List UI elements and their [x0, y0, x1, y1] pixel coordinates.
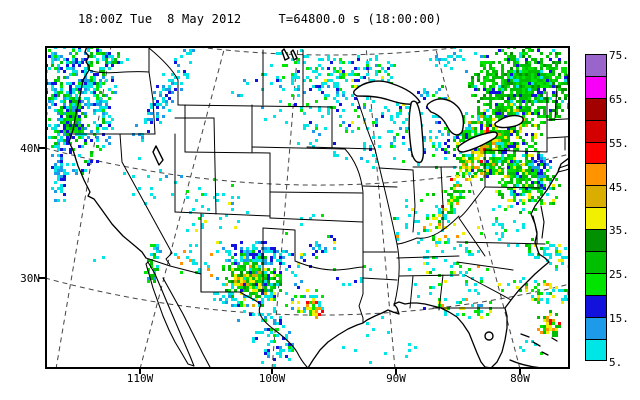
lon-label-100w: 100W	[258, 372, 286, 385]
lat-tick-30n	[39, 277, 45, 279]
meridian-110w	[140, 48, 225, 367]
lon-label-110w: 110W	[126, 372, 154, 385]
colorbar-cell-yellow	[585, 207, 607, 231]
plot-title: 18:00Z Tue 8 May 2012 T=64800.0 s (18:00…	[78, 12, 442, 26]
great-salt-lake	[152, 145, 164, 166]
colorbar-tick-5: 5.	[609, 356, 623, 370]
parallel-50n	[202, 48, 458, 56]
colorbar-cell-cyan	[585, 338, 607, 362]
coast-gulf	[307, 301, 489, 367]
colorbar-tick-75: 75.	[609, 49, 629, 62]
coast-long-island	[557, 164, 568, 173]
map-canvas	[47, 48, 568, 367]
lake-superior	[353, 80, 421, 105]
colorbar	[585, 54, 607, 362]
parallel-30n	[47, 278, 568, 316]
colorbar-cell-magenta	[585, 75, 607, 99]
coast-mexico-gulf-of-california	[162, 277, 211, 367]
colorbar-cell-dblue	[585, 316, 607, 340]
bahamas	[520, 333, 558, 356]
lake-erie	[457, 131, 498, 153]
basemap-outlines	[68, 48, 568, 367]
colorbar-cell-blue	[585, 294, 607, 318]
lake-huron	[426, 98, 465, 136]
lakes	[152, 48, 524, 341]
colorbar-tick-35: 35.	[609, 224, 629, 238]
lat-label-30n: 30N	[20, 272, 40, 285]
colorbar-tick-65: 65.	[609, 92, 629, 106]
colorbar-cell-g2	[585, 251, 607, 274]
colorbar-tick-15: 15.	[609, 312, 629, 326]
colorbar-cell-orange	[585, 163, 607, 187]
coast-pacific	[68, 48, 147, 259]
meridian-100w	[271, 48, 299, 367]
state-borders	[72, 48, 568, 324]
lon-label-80w: 80W	[510, 372, 530, 385]
parallel-40n	[47, 148, 568, 186]
colorbar-cell-purple	[585, 54, 607, 77]
colorbar-cell-red	[585, 141, 607, 165]
colorbar-cell-g3	[585, 229, 607, 253]
meridian-90w	[365, 48, 396, 367]
lon-tick-100w	[271, 368, 273, 374]
meridian-80w	[435, 48, 520, 367]
lake-okeechobee	[484, 331, 494, 341]
border-rio-grande	[239, 291, 308, 367]
coast-atlantic	[491, 157, 568, 367]
lake-michigan	[408, 100, 425, 164]
map-frame	[45, 46, 570, 369]
islands	[509, 333, 558, 367]
chesapeake-bay	[532, 205, 545, 245]
lon-tick-90w	[395, 368, 397, 374]
lon-tick-110w	[139, 368, 141, 374]
colorbar-cell-red3	[585, 97, 607, 121]
colorbar-cell-g1	[585, 272, 607, 296]
lon-tick-80w	[519, 368, 521, 374]
lat-tick-40n	[39, 147, 45, 149]
coast-baja	[145, 261, 195, 367]
lon-label-90w: 90W	[386, 372, 406, 385]
colorbar-cell-gold	[585, 185, 607, 209]
colorbar-tick-25: 25.	[609, 268, 629, 282]
lake-ontario	[494, 114, 524, 129]
radar-precipitation-layer	[47, 48, 568, 367]
canada-lakes	[281, 48, 298, 61]
colorbar-tick-55: 55.	[609, 136, 629, 150]
lat-label-40n: 40N	[20, 142, 40, 155]
colorbar-cell-red2	[585, 119, 607, 143]
coast-cuba	[509, 359, 540, 367]
colorbar-tick-45: 45.	[609, 180, 629, 194]
